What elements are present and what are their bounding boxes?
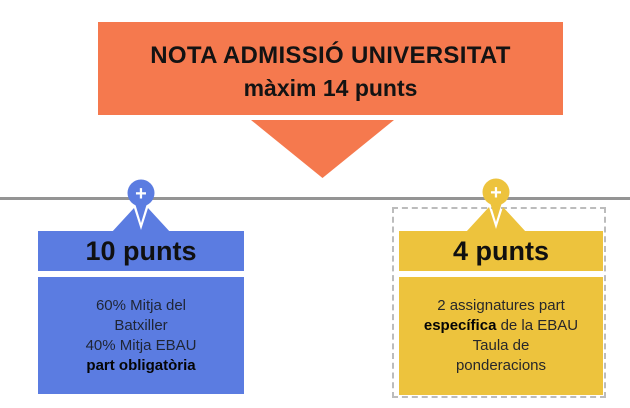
page-title: NOTA ADMISSIÓ UNIVERSITAT [150, 41, 511, 69]
right-branch-title-label: 4 punts [452, 235, 549, 266]
right-tab-pointer [466, 207, 526, 232]
timeline-divider [0, 197, 630, 200]
right-plus-badge[interactable] [482, 178, 510, 206]
left-branch-line: Batxiller [114, 316, 168, 334]
right-branch-line-bold: específica [423, 317, 497, 334]
left-plus-connector: + [111, 179, 171, 233]
left-branch-title-label: 10 punts [85, 235, 197, 266]
right-branch-line: específica de la EBAU [424, 316, 578, 336]
left-plus-badge[interactable] [127, 179, 155, 207]
right-plus-connector: + [466, 178, 526, 232]
right-branch-line: Taula de [472, 337, 530, 354]
title-banner: NOTA ADMISSIÓ UNIVERSITAT màxim 14 punts [98, 22, 563, 115]
arrow-down-icon [251, 120, 394, 178]
left-branch-line-bold: part obligatòria [86, 356, 196, 374]
left-branch-line: 40% Mitja EBAU [85, 336, 197, 354]
right-branch-title: 4 punts [399, 231, 603, 271]
left-branch-title: 10 punts [38, 231, 244, 271]
right-branch-line: ponderacions [455, 357, 547, 374]
right-branch-body: 2 assignatures part específica de la EBA… [399, 277, 603, 395]
left-tab-pointer [111, 208, 171, 233]
left-branch-line: 60% Mitja del [95, 296, 187, 314]
left-branch-body: 60% Mitja del Batxiller 40% Mitja EBAU p… [38, 277, 244, 394]
plus-icon[interactable]: + [135, 183, 147, 205]
plus-icon[interactable]: + [490, 182, 502, 204]
right-branch-line-rest: de la EBAU [496, 317, 579, 334]
right-branch-line: 2 assignatures part [437, 297, 565, 314]
page-subtitle: màxim 14 punts [243, 74, 418, 101]
